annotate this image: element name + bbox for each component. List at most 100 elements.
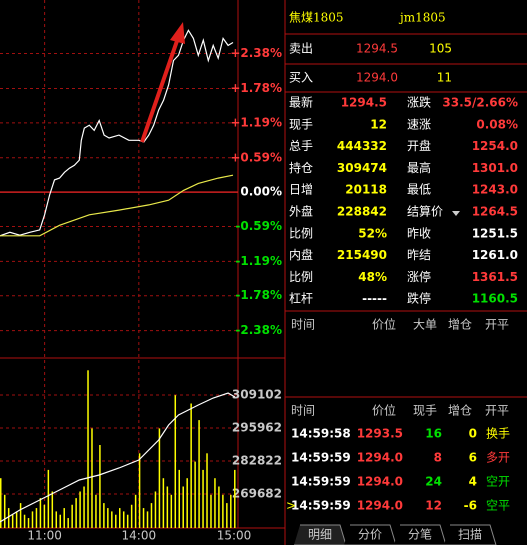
volume-bar <box>218 486 220 528</box>
column-header: 价位 <box>372 403 396 418</box>
trade-oi-change: 0 <box>469 427 477 441</box>
volume-bar <box>142 508 145 528</box>
stat-value: 444332 <box>337 139 387 153</box>
y2-tick-label: 269682 <box>232 486 282 500</box>
tab[interactable]: 分笔 <box>408 527 432 542</box>
volume-bar <box>214 478 216 528</box>
tab-shape[interactable] <box>444 524 497 545</box>
volume-bar <box>166 486 169 528</box>
y-tick-label: -0.59% <box>235 219 282 233</box>
volume-bar <box>170 494 173 528</box>
volume-bar <box>63 508 65 528</box>
price-line <box>0 174 234 237</box>
volume-bar <box>71 504 73 528</box>
column-header: 时间 <box>291 404 315 418</box>
trade-price: 1294.0 <box>357 451 403 465</box>
volume-bar <box>39 498 42 528</box>
tab-shape[interactable] <box>344 524 397 545</box>
stat-label: 比例 <box>289 226 313 240</box>
trade-type: 空开 <box>486 475 510 489</box>
volume-bar <box>103 503 105 528</box>
tab-shape[interactable] <box>394 524 447 545</box>
volume-bar <box>198 420 200 528</box>
trade-volume: 16 <box>425 427 442 441</box>
volume-bar <box>75 498 77 528</box>
volume-bar <box>47 469 50 528</box>
stat-value: 1254.0 <box>472 139 518 153</box>
volume-bar <box>83 486 85 528</box>
stat-label: 结算价 <box>407 204 443 219</box>
volume-bar <box>222 494 224 528</box>
row-marker: > <box>286 499 296 513</box>
volume-bar <box>182 486 184 528</box>
tab[interactable]: 明细 <box>308 528 332 542</box>
x-tick-label: 14:00 <box>122 529 157 543</box>
volume-bar <box>107 508 109 528</box>
trade-oi-change: 6 <box>469 451 477 465</box>
volume-bar <box>43 504 46 528</box>
y-tick-label: -1.19% <box>235 254 282 268</box>
stat-label: 外盘 <box>289 204 313 219</box>
volume-bar <box>119 508 121 528</box>
volume-bar <box>178 469 180 528</box>
trade-type: 换手 <box>486 427 510 441</box>
stat-label: 最低 <box>407 183 431 197</box>
volume-bar <box>19 503 22 528</box>
trade-price: 1294.0 <box>357 499 403 513</box>
stat-value: 1264.5 <box>472 205 518 219</box>
y-tick-label: +1.19% <box>230 115 282 129</box>
column-header: 增仓 <box>448 318 472 332</box>
dropdown-icon[interactable] <box>452 211 460 216</box>
volume-bar <box>0 478 2 528</box>
volume-bar <box>51 491 54 528</box>
trade-time: 14:59:58 <box>291 427 351 441</box>
volume-bar <box>3 494 6 528</box>
y-tick-label: -1.78% <box>235 288 282 302</box>
column-header: 增仓 <box>448 404 472 418</box>
stat-label: 昨结 <box>407 248 431 262</box>
tab[interactable]: 扫描 <box>458 528 482 542</box>
y2-tick-label: 309102 <box>232 387 282 401</box>
stat-label: 最高 <box>407 160 431 175</box>
stat-value: 1251.5 <box>472 226 518 240</box>
trade-type: 空平 <box>486 499 510 513</box>
volume-bar <box>23 514 26 528</box>
annotation-arrow <box>140 37 180 143</box>
stat-value: 309474 <box>337 161 387 175</box>
volume-bar <box>31 511 34 528</box>
volume-bar <box>134 494 137 528</box>
volume-bar <box>95 494 97 528</box>
stat-label: 日增 <box>289 183 313 197</box>
label: 卖出 <box>289 42 313 56</box>
volume-bar <box>194 461 196 528</box>
volume-bar <box>99 445 101 528</box>
column-header: 现手 <box>413 404 437 418</box>
y-tick-label: +0.59% <box>230 150 282 164</box>
column-header: 价位 <box>372 317 396 332</box>
label: 买入 <box>289 71 313 85</box>
stat-label: 现手 <box>289 117 313 131</box>
stat-value: 33.5/2.66% <box>442 96 518 110</box>
y-tick-label: -2.38% <box>235 323 282 337</box>
stat-value: 0.08% <box>476 117 518 131</box>
volume-bar <box>115 514 117 528</box>
trade-volume: 24 <box>425 475 442 489</box>
tab-shape[interactable] <box>294 524 347 545</box>
volume-bar <box>206 453 208 528</box>
volume-bar <box>162 478 165 528</box>
tab[interactable]: 分价 <box>358 528 382 542</box>
volume: 105 <box>429 42 452 56</box>
volume-bar <box>67 518 69 528</box>
trade-volume: 8 <box>434 451 442 465</box>
y-tick-label: +1.78% <box>230 81 282 95</box>
volume-bar <box>11 514 14 528</box>
volume-bar <box>87 370 89 528</box>
volume-bar <box>91 428 93 528</box>
stat-label: 最新 <box>289 95 313 110</box>
price: 1294.0 <box>356 71 398 85</box>
stat-label: 持仓 <box>289 160 313 175</box>
volume-bar <box>154 491 157 528</box>
volume-bar <box>122 511 125 528</box>
